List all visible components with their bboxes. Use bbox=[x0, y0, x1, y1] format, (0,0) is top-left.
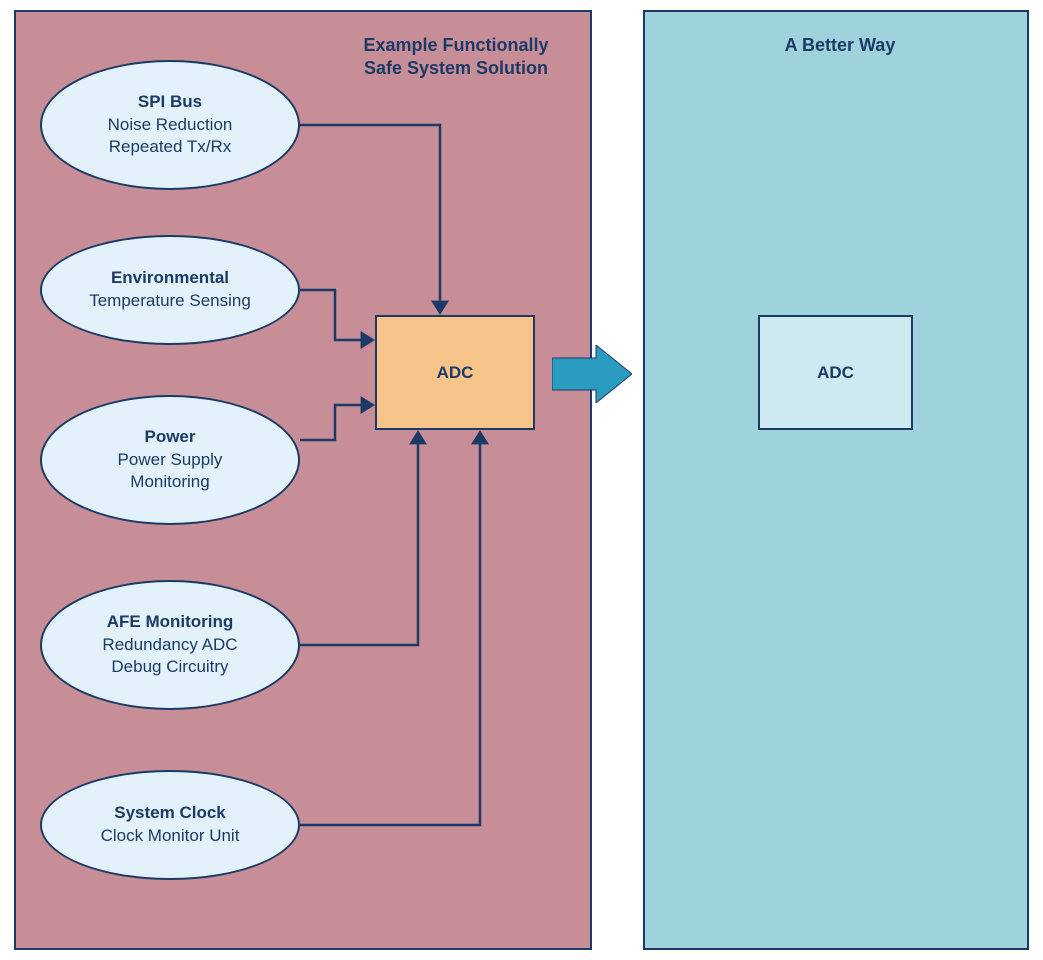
ellipse-env-sub: Temperature Sensing bbox=[89, 290, 251, 313]
left-panel-title: Example FunctionallySafe System Solution bbox=[316, 34, 596, 81]
ellipse-power-title: Power bbox=[144, 426, 195, 449]
adc-right-node: ADC bbox=[758, 315, 913, 430]
ellipse-power: PowerPower SupplyMonitoring bbox=[40, 395, 300, 525]
adc-left-label: ADC bbox=[437, 363, 474, 383]
ellipse-clock-sub: Clock Monitor Unit bbox=[101, 825, 240, 848]
ellipse-spi-sub: Noise ReductionRepeated Tx/Rx bbox=[108, 114, 233, 160]
ellipse-afe-title: AFE Monitoring bbox=[107, 611, 234, 634]
ellipse-env-title: Environmental bbox=[111, 267, 229, 290]
ellipse-clock: System ClockClock Monitor Unit bbox=[40, 770, 300, 880]
right-panel-title: A Better Way bbox=[755, 34, 925, 57]
ellipse-power-sub: Power SupplyMonitoring bbox=[118, 449, 223, 495]
ellipse-clock-title: System Clock bbox=[114, 802, 226, 825]
ellipse-spi-title: SPI Bus bbox=[138, 91, 202, 114]
ellipse-afe-sub: Redundancy ADCDebug Circuitry bbox=[102, 634, 237, 680]
adc-right-label: ADC bbox=[817, 363, 854, 383]
transition-arrow bbox=[552, 345, 632, 403]
right-panel: A Better Way bbox=[643, 10, 1029, 950]
ellipse-afe: AFE MonitoringRedundancy ADCDebug Circui… bbox=[40, 580, 300, 710]
ellipse-env: EnvironmentalTemperature Sensing bbox=[40, 235, 300, 345]
ellipse-spi: SPI BusNoise ReductionRepeated Tx/Rx bbox=[40, 60, 300, 190]
adc-left-node: ADC bbox=[375, 315, 535, 430]
